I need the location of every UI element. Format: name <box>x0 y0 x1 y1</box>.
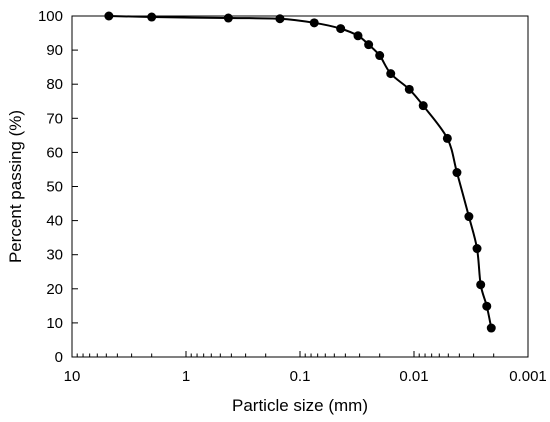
x-tick-label: 10 <box>64 368 81 385</box>
y-tick-label: 10 <box>46 315 63 332</box>
data-point <box>482 301 492 311</box>
y-axis-ticks: 0 10 20 30 40 50 60 70 80 90 100 <box>38 8 78 366</box>
data-point <box>464 212 474 222</box>
data-point <box>452 168 462 178</box>
y-tick-label: 90 <box>46 42 63 59</box>
data-point <box>364 40 374 50</box>
data-point <box>104 11 114 21</box>
x-axis-ticks: 10 1 0.1 0.01 0.001 <box>64 351 547 385</box>
plot-area-frame <box>71 15 529 358</box>
y-axis-label: Percent passing (%) <box>6 110 25 263</box>
data-point <box>486 323 496 333</box>
series-points <box>104 11 496 333</box>
data-point <box>472 244 482 254</box>
data-point <box>404 84 414 94</box>
data-point <box>336 24 346 34</box>
y-tick-label: 30 <box>46 247 63 264</box>
y-tick-label: 40 <box>46 213 63 230</box>
x-tick-label: 0.001 <box>509 368 547 385</box>
x-tick-label: 1 <box>182 368 190 385</box>
data-point <box>223 13 233 23</box>
series-lines <box>108 15 493 329</box>
x-axis-label: Particle size (mm) <box>232 396 368 415</box>
series-line <box>108 15 493 329</box>
data-point <box>353 31 363 41</box>
y-tick-label: 0 <box>55 349 63 366</box>
data-point <box>275 14 285 24</box>
data-point <box>375 51 385 61</box>
y-tick-label: 70 <box>46 110 63 127</box>
data-point <box>386 69 396 79</box>
x-tick-label: 0.01 <box>399 368 428 385</box>
y-tick-label: 100 <box>38 8 63 25</box>
y-tick-label: 60 <box>46 144 63 161</box>
data-point <box>147 12 157 22</box>
data-point <box>476 280 486 290</box>
y-tick-label: 80 <box>46 76 63 93</box>
data-point <box>442 133 452 143</box>
data-point <box>418 101 428 111</box>
x-minor-ticks <box>76 353 495 357</box>
y-tick-label: 20 <box>46 281 63 298</box>
y-tick-label: 50 <box>46 179 63 196</box>
x-tick-label: 0.1 <box>290 368 311 385</box>
data-point <box>309 18 319 28</box>
